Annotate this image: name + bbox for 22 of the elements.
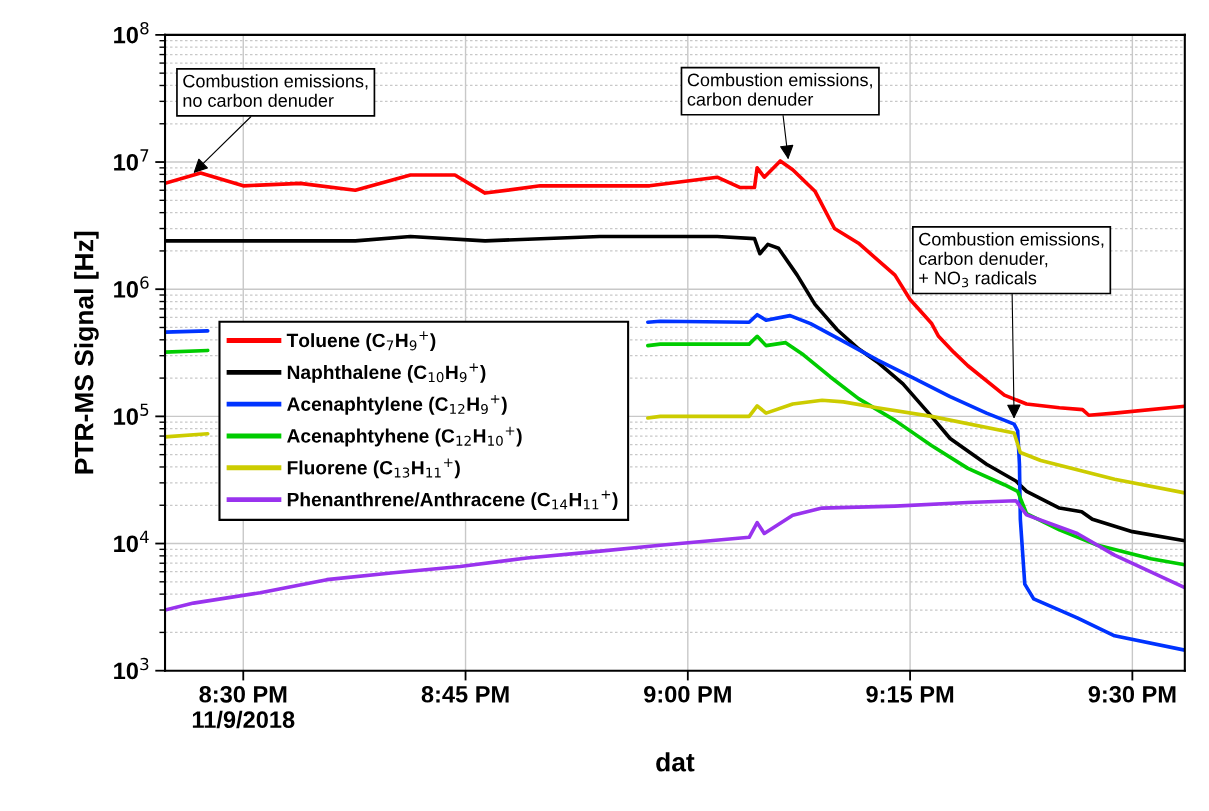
x-tick-label: 9:30 PM xyxy=(1088,685,1176,703)
y-tick-label: 10$^{5}$ xyxy=(114,403,149,425)
legend-label: Naphthalene (C$_{10}$H$_{9}$$^{+}$) xyxy=(287,363,486,383)
legend-label: Phenanthrene/Anthracene (C$_{14}$H$_{11}$$^{+}$) xyxy=(287,490,618,511)
y-tick-label: 10$^{4}$ xyxy=(114,530,149,553)
x-tick-label: 8:45 PM xyxy=(421,685,509,703)
legend-label: Toluene (C$_{7}$H$_{9}$$^{+}$) xyxy=(286,331,436,352)
y-tick-label: 10$^{6}$ xyxy=(114,276,149,298)
y-tick-label: 10$^{3}$ xyxy=(114,657,149,680)
annotation: Combustion emissions, no carbon denuder xyxy=(183,74,368,107)
x-tick-label: 8:30 PM 11/9/2018 xyxy=(192,685,295,729)
legend-label: Acenaphtylene (C$_{12}$H$_{9}$$^{+}$) xyxy=(287,394,507,415)
y-tick-label: 10$^{7}$ xyxy=(114,149,149,171)
annotation: Combustion emissions, carbon denuder, + NO$_{3}$ radicals xyxy=(919,232,1104,288)
x-tick-label: 9:00 PM xyxy=(644,685,731,703)
x-axis-title: dat xyxy=(656,752,695,772)
y-tick-label: 10$^{8}$ xyxy=(114,21,149,44)
annotation: Combustion emissions, carbon denuder xyxy=(687,73,872,106)
y-axis-title: PTR-MS Signal [Hz] xyxy=(74,231,99,474)
legend-label: Fluorene (C$_{13}$H$_{11}$$^{+}$) xyxy=(287,458,460,479)
x-tick-label: 9:15 PM xyxy=(866,685,954,703)
legend-label: Acenaphtyhene (C$_{12}$H$_{10}$$^{+}$) xyxy=(287,426,522,447)
